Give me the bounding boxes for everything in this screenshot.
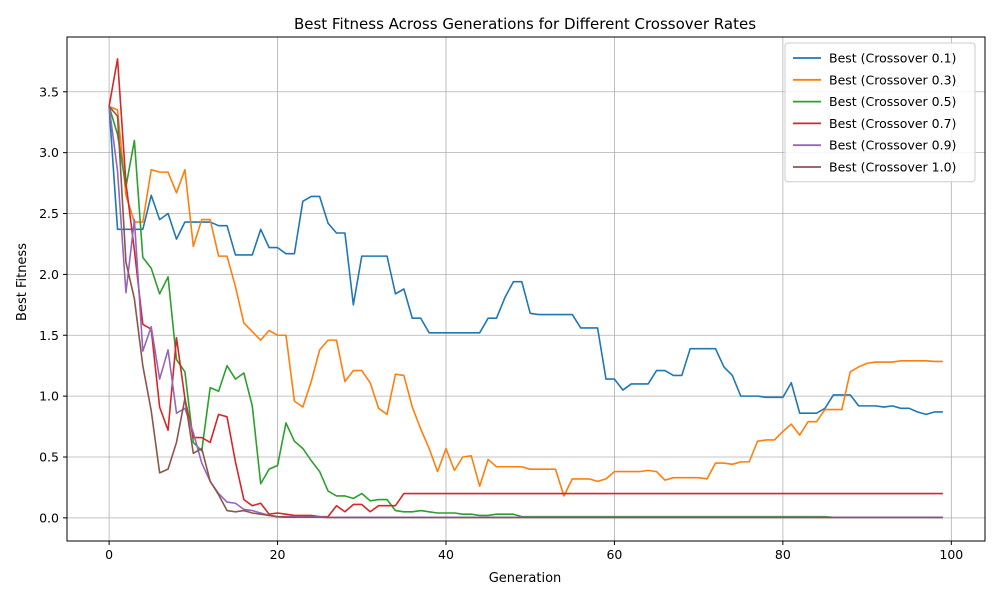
legend-box	[784, 42, 976, 183]
x-tick-label: 0	[105, 547, 113, 562]
legend-label: Best (Crossover 0.5)	[829, 94, 956, 109]
legend-item: Best (Crossover 0.3)	[793, 72, 956, 87]
x-axis-ticks: 0 20 40 60 80 100	[105, 541, 963, 562]
y-tick-label: 0.0	[39, 510, 59, 525]
x-axis-label: Generation	[489, 571, 562, 586]
x-tick-label: 100	[939, 547, 963, 562]
y-axis-label: Best Fitness	[15, 243, 30, 321]
series-line-0	[108, 106, 943, 416]
y-tick-label: 3.5	[39, 84, 59, 99]
y-tick-label: 1.0	[39, 389, 59, 404]
legend-item: Best (Crossover 0.1)	[793, 51, 956, 66]
legend-item: Best (Crossover 0.7)	[793, 116, 956, 131]
series-lines	[108, 58, 943, 519]
x-tick-label: 80	[775, 547, 791, 562]
x-tick-label: 20	[270, 547, 286, 562]
legend-label: Best (Crossover 0.9)	[829, 138, 956, 153]
chart-title: Best Fitness Across Generations for Diff…	[294, 15, 756, 33]
series-line-3	[108, 58, 943, 518]
legend-label: Best (Crossover 1.0)	[829, 160, 956, 175]
legend-item: Best (Crossover 1.0)	[793, 160, 956, 175]
legend-label: Best (Crossover 0.1)	[829, 51, 956, 66]
legend-item: Best (Crossover 0.5)	[793, 94, 956, 109]
y-tick-label: 2.5	[39, 206, 59, 221]
y-axis-ticks: 0.0 0.5 1.0 1.5 2.0 2.5 3.0 3.5	[39, 84, 67, 525]
legend-label: Best (Crossover 0.3)	[829, 72, 956, 87]
y-tick-label: 2.0	[39, 267, 59, 282]
x-tick-label: 40	[438, 547, 454, 562]
x-tick-label: 60	[606, 547, 622, 562]
legend-item: Best (Crossover 0.9)	[793, 138, 956, 153]
legend: Best (Crossover 0.1) Best (Crossover 0.3)…	[784, 42, 976, 183]
y-tick-label: 1.5	[39, 328, 59, 343]
series-line-1	[108, 105, 943, 497]
series-line-5	[108, 105, 943, 519]
legend-label: Best (Crossover 0.7)	[829, 116, 956, 131]
grid	[67, 37, 985, 541]
y-tick-label: 0.5	[39, 450, 59, 465]
plot-frame	[66, 36, 986, 542]
y-tick-label: 3.0	[39, 145, 59, 160]
